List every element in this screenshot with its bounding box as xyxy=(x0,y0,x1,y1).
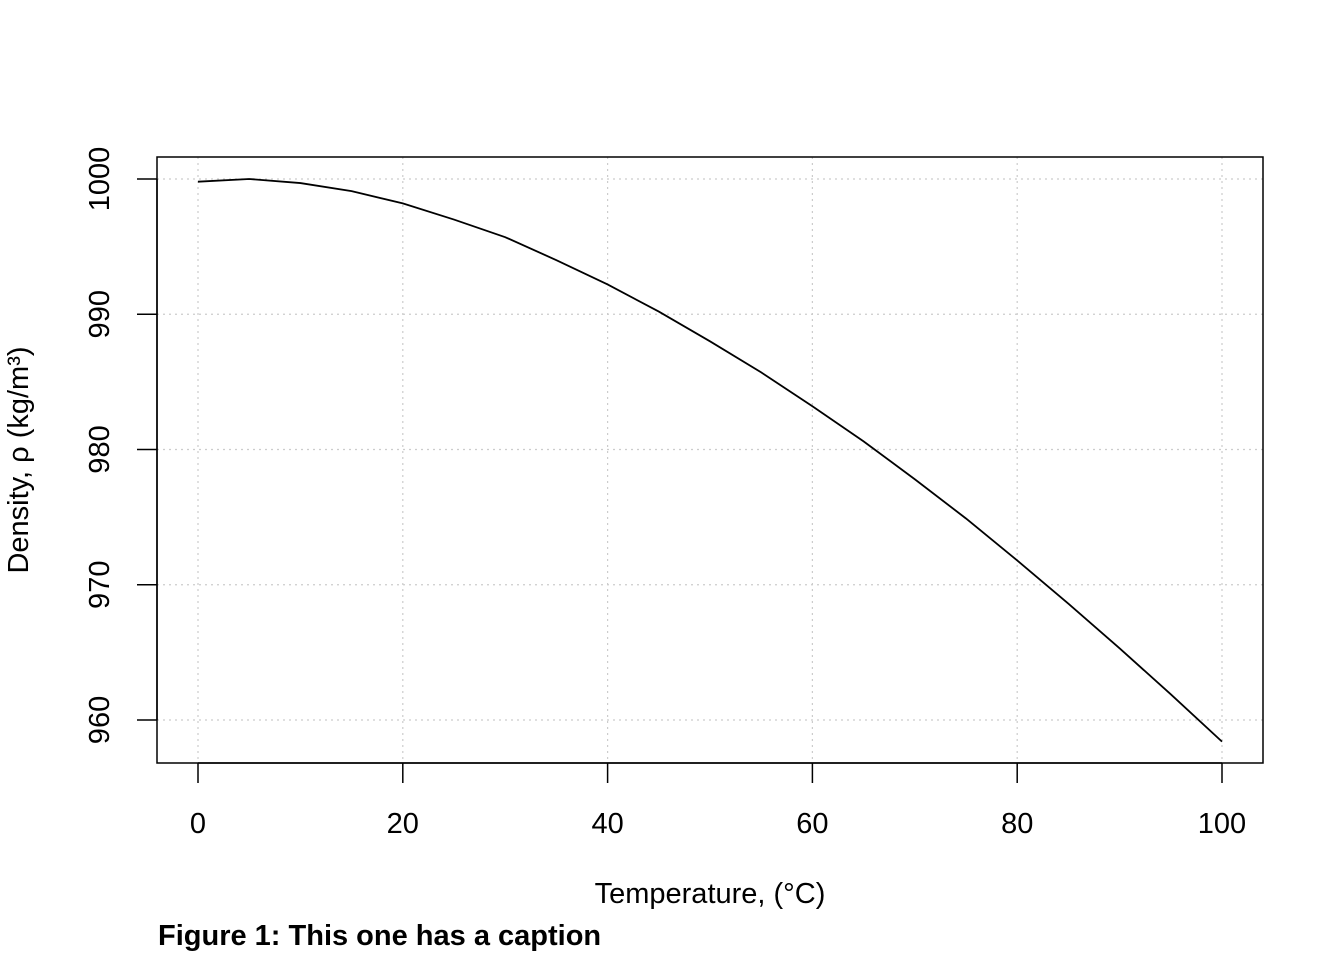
y-tick-label: 1000 xyxy=(84,147,116,212)
y-tick-label: 990 xyxy=(84,290,116,338)
x-tick-label: 60 xyxy=(796,808,828,840)
y-tick-label: 980 xyxy=(84,425,116,473)
x-tick-label: 40 xyxy=(591,808,623,840)
figure-caption: Figure 1: This one has a caption xyxy=(158,920,602,952)
y-axis: 960 970 980 990 1000 xyxy=(84,147,158,744)
x-tick-label: 0 xyxy=(190,808,206,840)
x-tick-label: 100 xyxy=(1198,808,1246,840)
grid xyxy=(157,157,1263,763)
x-axis: 0 20 40 60 80 100 xyxy=(190,762,1246,840)
y-tick-label: 960 xyxy=(84,696,116,744)
x-axis-title: Temperature, (°C) xyxy=(595,878,826,910)
density-line xyxy=(197,178,1223,743)
y-axis-title: Density, ρ (kg/m³) xyxy=(3,346,35,573)
y-tick-label: 970 xyxy=(84,561,116,609)
x-tick-label: 20 xyxy=(387,808,419,840)
x-tick-label: 80 xyxy=(1001,808,1033,840)
plot-frame xyxy=(156,156,1264,764)
